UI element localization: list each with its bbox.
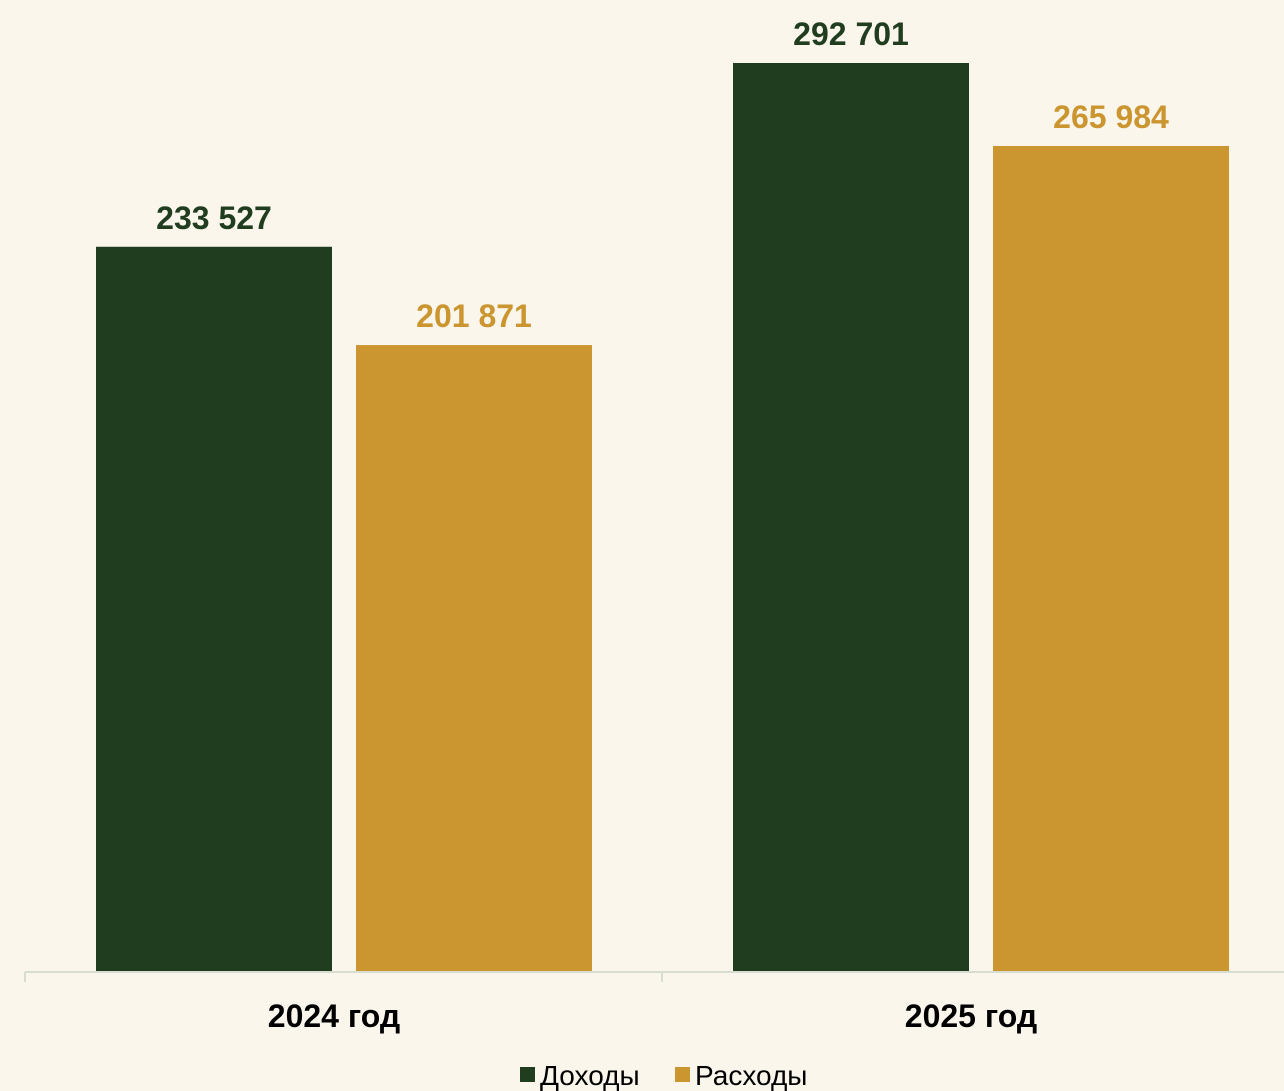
data-label-series-0-category-1: 292 701 (793, 16, 909, 52)
data-label-series-1-category-1: 265 984 (1053, 99, 1169, 135)
legend-swatch-0 (520, 1067, 535, 1082)
bar-series-1-category-0 (356, 345, 592, 972)
legend-label-0: Доходы (540, 1060, 640, 1091)
bar-series-1-category-1 (993, 145, 1229, 973)
x-tick-labels: 2024 год 2025 год (268, 998, 1037, 1034)
bars-layer (96, 63, 1229, 973)
x-tick-label-2024-год: 2024 год (268, 998, 400, 1034)
bar-series-0-category-0 (96, 246, 332, 972)
data-label-series-1-category-0: 201 871 (416, 298, 532, 334)
value-labels-layer: 233 527 201 871 292 701 265 984 (156, 16, 1169, 334)
bar-series-0-category-1 (733, 63, 969, 972)
legend-label-1: Расходы (695, 1060, 807, 1091)
data-label-series-0-category-0: 233 527 (156, 200, 272, 236)
legend: Доходы Расходы (520, 1060, 807, 1091)
x-tick-label-2025-год: 2025 год (905, 998, 1037, 1034)
legend-swatch-1 (675, 1067, 690, 1082)
